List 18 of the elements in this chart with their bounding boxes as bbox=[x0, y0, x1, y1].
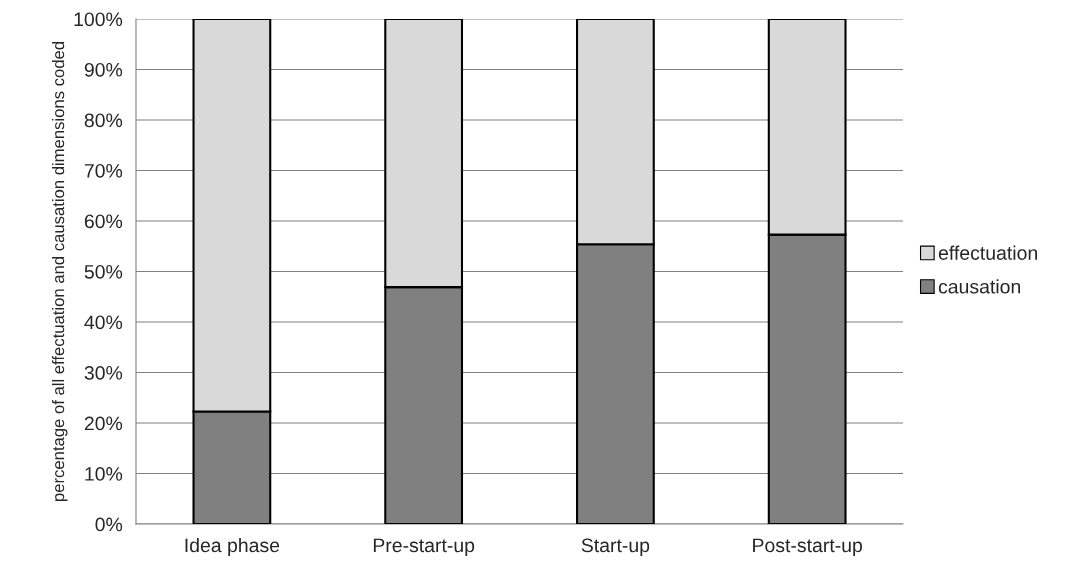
x-tick-label: Idea phase bbox=[185, 537, 280, 557]
legend-label: effectuation bbox=[938, 245, 1037, 260]
y-tick-label: 0% bbox=[95, 517, 123, 532]
x-tick-label: Post-start-up bbox=[753, 538, 862, 557]
legend-label: causation bbox=[938, 279, 1021, 294]
y-tick-label: 40% bbox=[84, 315, 123, 330]
y-tick-label: 80% bbox=[84, 113, 123, 128]
y-tick-label: 10% bbox=[85, 467, 123, 481]
y-tick-label: 70% bbox=[84, 163, 123, 178]
y-axis-title: percentage of all effectuation and causation dimensions coded bbox=[51, 41, 68, 501]
y-tick-label: 100% bbox=[74, 12, 123, 27]
x-tick-label: Start-up bbox=[581, 538, 650, 557]
y-tick-label: 30% bbox=[84, 365, 123, 380]
x-tick-label: Pre-start-up bbox=[373, 538, 475, 557]
y-tick-label: 20% bbox=[84, 416, 123, 431]
y-tick-label: 90% bbox=[84, 62, 123, 77]
y-tick-label: 60% bbox=[84, 214, 123, 229]
y-tick-label: 50% bbox=[84, 264, 123, 279]
